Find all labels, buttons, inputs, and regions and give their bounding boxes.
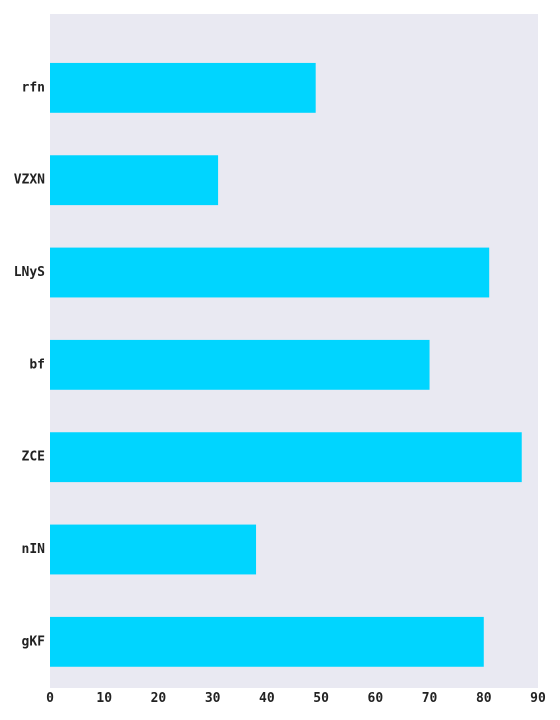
bar-gKF [50, 616, 484, 667]
bars-group [50, 62, 522, 667]
x-tick-labels: 0 10 20 30 40 50 60 70 80 90 [46, 691, 546, 706]
y-tick-labels: rfn VZXN LNyS bf ZCE nIN gKF [14, 80, 45, 649]
x-tick-label: 0 [46, 691, 54, 706]
x-tick-label: 70 [422, 691, 438, 706]
bar-bf [50, 339, 430, 390]
y-tick-label: gKF [22, 634, 46, 649]
x-tick-label: 20 [151, 691, 167, 706]
y-tick-label: bf [29, 357, 45, 372]
bar-LNyS [50, 247, 490, 298]
x-tick-label: 60 [368, 691, 384, 706]
y-tick-label: rfn [22, 80, 45, 95]
bar-nIN [50, 524, 257, 575]
y-tick-label: LNyS [14, 265, 45, 280]
x-tick-label: 80 [476, 691, 492, 706]
x-tick-label: 30 [205, 691, 221, 706]
y-tick-label: ZCE [22, 450, 45, 465]
x-tick-label: 90 [530, 691, 546, 706]
x-tick-label: 50 [313, 691, 329, 706]
bar-rfn [50, 62, 316, 113]
x-tick-label: 40 [259, 691, 275, 706]
y-tick-label: nIN [22, 542, 46, 557]
bar-ZCE [50, 432, 522, 483]
y-tick-label: VZXN [14, 173, 45, 188]
x-tick-label: 10 [96, 691, 112, 706]
bar-VZXN [50, 155, 219, 206]
